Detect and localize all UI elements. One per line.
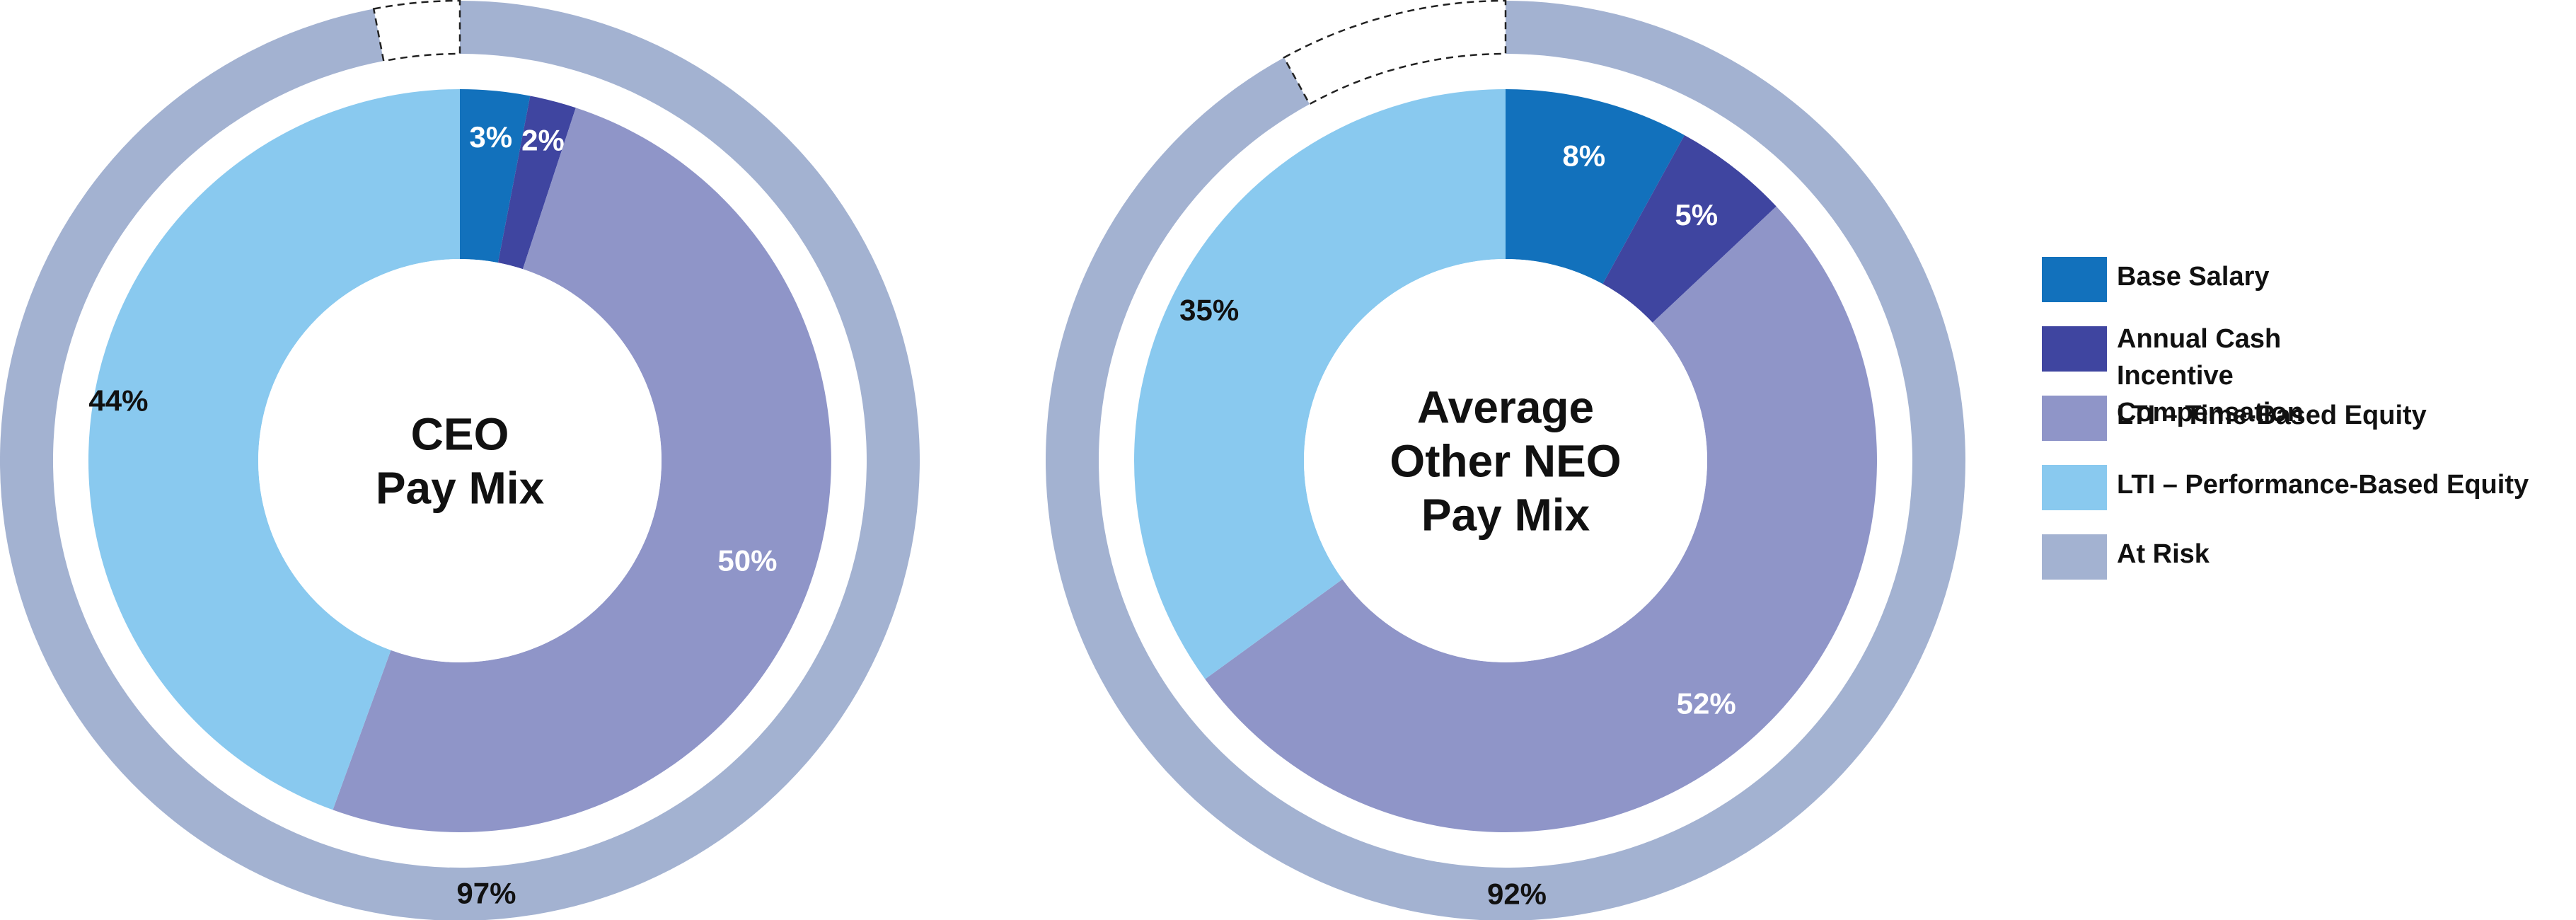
center-title-line-2: Other NEO (1390, 435, 1621, 486)
legend-swatch-lti-time (2042, 396, 2107, 441)
legend-item-annual-cash: Annual Cash Incentive Compensation (2042, 324, 2565, 427)
segment-lti-time (333, 108, 831, 832)
segment-label-annual-cash: 2% (521, 124, 565, 157)
segment-label-annual-cash: 5% (1675, 198, 1718, 231)
donut-center (1304, 259, 1707, 662)
segment-lti-perf (1134, 89, 1506, 679)
segment-label-base-salary: 3% (469, 120, 512, 154)
segment-annual-cash (497, 96, 576, 270)
legend-item-at-risk: At Risk (2042, 534, 2565, 580)
segment-base-salary (460, 89, 531, 263)
legend-item-lti-time: LTI – Time-Based Equity (2042, 396, 2565, 441)
legend-swatch-lti-perf (2042, 465, 2107, 510)
donut-center (258, 259, 662, 662)
segment-label-base-salary: 8% (1562, 139, 1605, 173)
legend-swatch-at-risk (2042, 534, 2107, 580)
legend-label-base-salary: Base Salary (2117, 262, 2270, 292)
legend-swatch-annual-cash (2042, 326, 2107, 372)
legend-label-annual-cash: Annual Cash Incentive Compensation (2117, 324, 2304, 427)
not-at-risk-gap (1283, 0, 1507, 105)
segment-lti-time (1205, 206, 1877, 832)
legend-swatch-base-salary (2042, 257, 2107, 302)
center-title-line-1: CEO (411, 408, 509, 459)
segment-annual-cash (1602, 134, 1777, 323)
segment-label-lti-time: 52% (1677, 687, 1736, 720)
not-at-risk-gap (372, 0, 461, 62)
legend-item-lti-perf: LTI – Performance-Based Equity (2042, 465, 2565, 510)
segment-label-lti-perf: 44% (88, 384, 148, 418)
segment-label-lti-perf: 35% (1179, 293, 1239, 326)
center-title-line-1: Average (1417, 381, 1594, 432)
center-title-line-2: Pay Mix (376, 462, 545, 513)
segment-label-lti-time: 50% (717, 544, 777, 577)
at-risk-label: 97% (456, 877, 516, 910)
center-title-line-3: Pay Mix (1421, 489, 1590, 540)
segment-lti-perf (88, 89, 461, 810)
legend-label-lti-time: LTI – Time-Based Equity (2117, 401, 2427, 430)
segment-base-salary (1506, 89, 1685, 284)
legend-item-base-salary: Base Salary (2042, 257, 2565, 302)
legend-label-at-risk: At Risk (2117, 539, 2210, 569)
legend-label-lti-perf: LTI – Performance-Based Equity (2117, 470, 2529, 500)
at-risk-label: 92% (1487, 878, 1547, 911)
legend: Base Salary Annual Cash Incentive Compen… (2042, 257, 2565, 604)
